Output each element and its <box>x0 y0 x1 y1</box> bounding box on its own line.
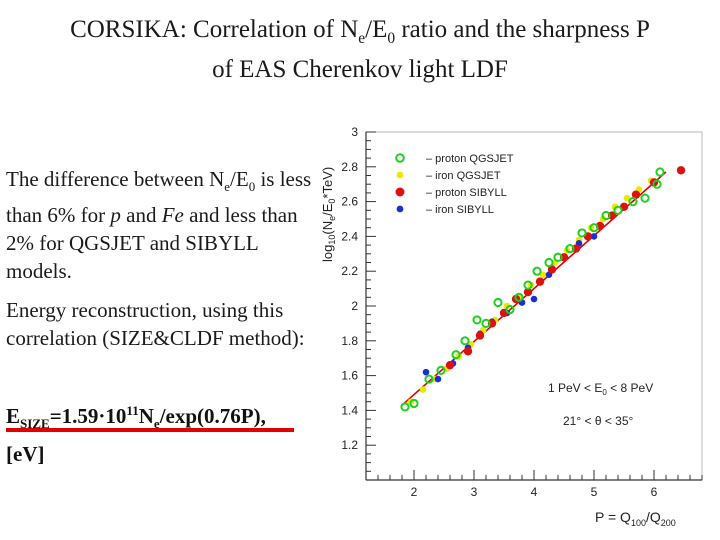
legend-marker <box>395 153 405 163</box>
legend-marker <box>396 171 404 179</box>
data-point <box>523 287 533 297</box>
legend-marker <box>396 205 404 213</box>
data-point <box>475 331 485 340</box>
x-tick-label: 3 <box>471 485 478 499</box>
data-point <box>419 386 427 393</box>
y-tick-label: 1.6 <box>341 369 358 383</box>
data-points <box>400 166 686 412</box>
legend-marker <box>395 187 405 197</box>
chart-legend: – proton QGSJET – iron QGSJET – proton SIB… <box>395 153 514 216</box>
data-point <box>565 243 575 254</box>
x-tick-label: 5 <box>591 485 598 499</box>
data-point <box>472 315 482 325</box>
data-point <box>505 304 515 315</box>
x-tick-label: 4 <box>531 485 538 499</box>
data-point <box>655 167 665 177</box>
chart-annotations: 1 PeV < E0 < 8 PeV 21° < θ < 35° <box>548 381 653 428</box>
y-tick-label: 1.8 <box>341 334 358 348</box>
data-point <box>640 193 650 203</box>
data-point <box>400 402 410 412</box>
data-point <box>601 210 611 221</box>
chart-axes: 2 3 4 5 6 1.2 1.4 1.6 1.8 2 2.2 2.4 2.6 2.8 3 <box>341 125 703 499</box>
data-point <box>422 368 430 376</box>
legend-label: – proton SIBYLL <box>426 187 507 199</box>
energy-range-annotation: 1 PeV < E0 < 8 PeV <box>548 381 653 397</box>
energy-reconstruction-paragraph: Energy reconstruction, using this correl… <box>6 298 305 350</box>
data-point <box>409 398 419 409</box>
data-point <box>434 375 442 383</box>
data-point <box>463 347 473 356</box>
data-point <box>628 197 638 207</box>
y-tick-label: 1.4 <box>341 403 358 417</box>
data-point <box>577 228 587 238</box>
data-point <box>530 295 538 303</box>
legend-label: – iron QGSJET <box>426 170 501 182</box>
y-tick-label: 1.2 <box>341 438 358 452</box>
zenith-range-annotation: 21° < θ < 35° <box>563 414 634 428</box>
slide-title: CORSIKA: Correlation of Ne/E0 ratio and … <box>0 14 720 85</box>
y-tick-label: 2.2 <box>341 264 358 278</box>
data-point <box>544 257 554 268</box>
data-point <box>514 292 524 302</box>
axis-labels: P = Q100/Q200 log10(Ne/E0*TeV) <box>320 167 676 528</box>
data-point <box>535 277 545 286</box>
data-point <box>451 350 461 360</box>
y-tick-label: 2.6 <box>341 195 358 209</box>
data-point <box>436 365 446 375</box>
x-tick-label: 2 <box>411 485 418 499</box>
data-point <box>547 265 557 274</box>
formula-underline <box>6 428 294 432</box>
x-tick-label: 6 <box>651 485 658 499</box>
legend-label: – proton QGSJET <box>426 153 514 165</box>
data-point <box>631 190 641 199</box>
data-point <box>590 233 598 240</box>
data-point <box>613 205 623 215</box>
data-point <box>539 271 547 278</box>
data-point <box>589 223 599 233</box>
y-axis-label: log10(Ne/E0*TeV) <box>320 167 337 262</box>
energy-unit: [eV] <box>6 442 45 466</box>
data-point <box>445 360 455 370</box>
data-point <box>623 194 631 202</box>
legend-label: – iron SIBYLL <box>426 204 494 216</box>
title-line-2: of EAS Cherenkov light LDF <box>212 56 508 83</box>
data-point <box>532 266 542 276</box>
difference-paragraph: The difference between Ne/E0 is less tha… <box>6 167 312 284</box>
y-tick-label: 2.8 <box>341 160 358 174</box>
y-tick-label: 2.4 <box>341 229 358 243</box>
data-point <box>652 179 662 189</box>
y-tick-label: 3 <box>351 125 358 139</box>
title-line-1: CORSIKA: Correlation of Ne/E0 ratio and … <box>70 16 650 47</box>
data-point <box>424 374 434 384</box>
energy-formula: ESIZE=1.59·1011Ne/exp(0.76P), <box>6 403 266 432</box>
data-point <box>460 336 470 346</box>
x-axis-label: P = Q100/Q200 <box>595 509 676 528</box>
data-point <box>676 166 686 175</box>
data-point <box>493 297 503 308</box>
data-point <box>553 252 563 262</box>
data-point <box>481 318 491 328</box>
data-point <box>523 280 533 290</box>
y-tick-label: 2 <box>351 299 358 313</box>
